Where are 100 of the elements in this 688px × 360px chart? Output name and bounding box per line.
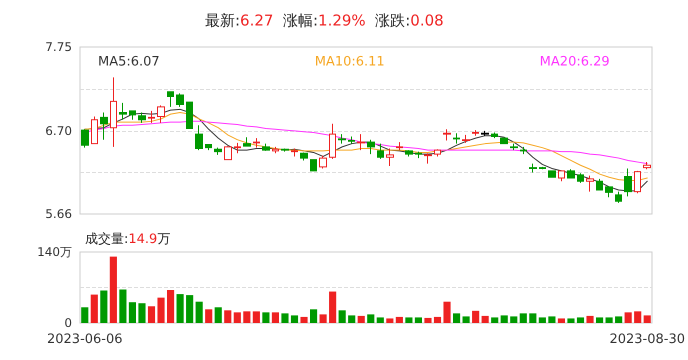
bar xyxy=(491,317,498,323)
candlestick xyxy=(443,128,451,141)
bar xyxy=(576,317,584,323)
candlestick xyxy=(100,112,108,140)
candlestick xyxy=(157,104,165,124)
bar xyxy=(558,318,565,323)
candlestick xyxy=(615,191,622,204)
text: MA10:6.11 xyxy=(314,54,385,70)
candlestick xyxy=(357,134,365,151)
candlestick xyxy=(186,102,193,129)
candlestick xyxy=(367,139,375,155)
candlestick xyxy=(643,162,651,170)
y-tick-label: 140万 xyxy=(37,245,72,259)
candlestick xyxy=(396,142,403,151)
bar xyxy=(606,317,613,323)
y-tick-label: 5.66 xyxy=(45,207,72,221)
candlestick xyxy=(329,123,336,160)
bar xyxy=(329,292,336,323)
bar xyxy=(166,290,174,323)
bar xyxy=(367,314,374,323)
candlestick xyxy=(434,148,441,157)
candlestick xyxy=(224,146,232,160)
candlestick xyxy=(119,102,127,120)
candlestick xyxy=(596,178,603,191)
candlestick xyxy=(262,143,270,152)
candlestick xyxy=(405,150,413,157)
bar xyxy=(414,317,422,323)
bar xyxy=(396,316,403,323)
candlestick xyxy=(176,92,184,108)
candlestick xyxy=(148,110,155,124)
bar xyxy=(196,302,203,323)
bar xyxy=(138,303,146,323)
candlestick xyxy=(624,168,632,197)
bar xyxy=(510,316,518,323)
bar xyxy=(110,256,117,323)
line-series xyxy=(84,112,648,181)
bar xyxy=(596,317,604,323)
candlestick xyxy=(605,186,613,198)
bar xyxy=(234,312,241,323)
bar xyxy=(482,316,489,323)
y-tick-label: 0 xyxy=(64,316,72,330)
candlestick xyxy=(520,146,527,155)
bar xyxy=(290,315,298,323)
text: MA5:6.07 xyxy=(98,54,160,70)
y-tick-label: 6.70 xyxy=(45,124,72,138)
candlestick xyxy=(110,76,117,148)
candlestick xyxy=(510,143,518,151)
candlestick xyxy=(377,143,384,160)
bar xyxy=(157,298,165,323)
bar xyxy=(358,316,365,323)
candlestick xyxy=(243,136,251,147)
chart-title: 成交量:14.9万 xyxy=(85,231,170,247)
bar xyxy=(615,316,622,323)
bar xyxy=(119,290,126,323)
chart-title: 最新:6.27 涨幅:1.29% 涨跌:0.08 xyxy=(205,12,444,30)
candlestick xyxy=(91,116,98,144)
bar xyxy=(300,316,308,323)
x-tick-label: 2023-08-30 xyxy=(609,332,686,347)
candlestick xyxy=(300,152,308,161)
candlestick xyxy=(167,91,174,108)
candlestick xyxy=(415,151,422,159)
bar xyxy=(338,310,346,323)
bar xyxy=(243,311,250,323)
bar xyxy=(262,312,270,323)
candlestick xyxy=(481,130,489,136)
candlestick xyxy=(462,134,470,144)
candlestick xyxy=(586,175,594,192)
bar xyxy=(100,290,108,323)
text: MA20:6.29 xyxy=(540,54,610,70)
bar xyxy=(462,316,470,323)
candlestick xyxy=(319,155,327,169)
bar xyxy=(281,313,289,323)
bar xyxy=(272,312,280,323)
bar xyxy=(424,318,432,323)
candlestick xyxy=(500,138,508,144)
bar xyxy=(252,311,260,323)
candlestick xyxy=(214,147,222,156)
bar xyxy=(434,316,442,323)
candlestick xyxy=(453,132,460,144)
candlestick xyxy=(81,128,89,148)
candlestick xyxy=(529,163,537,173)
bar xyxy=(548,316,556,323)
bar xyxy=(452,313,460,323)
candlestick xyxy=(548,170,556,178)
candlestick xyxy=(310,159,317,172)
candlestick xyxy=(558,170,565,182)
candlestick xyxy=(386,148,394,167)
candlestick xyxy=(634,170,641,194)
x-tick-label: 2023-06-06 xyxy=(46,332,123,347)
bar xyxy=(214,307,222,323)
candlestick xyxy=(567,168,575,179)
bar xyxy=(586,316,594,323)
candlestick xyxy=(272,146,279,154)
bar xyxy=(538,317,546,323)
bar xyxy=(644,315,651,323)
candlestick xyxy=(234,142,241,154)
candlestick xyxy=(253,138,260,148)
candlestick xyxy=(281,148,289,152)
candlestick xyxy=(138,112,146,124)
candlestick xyxy=(491,132,498,139)
